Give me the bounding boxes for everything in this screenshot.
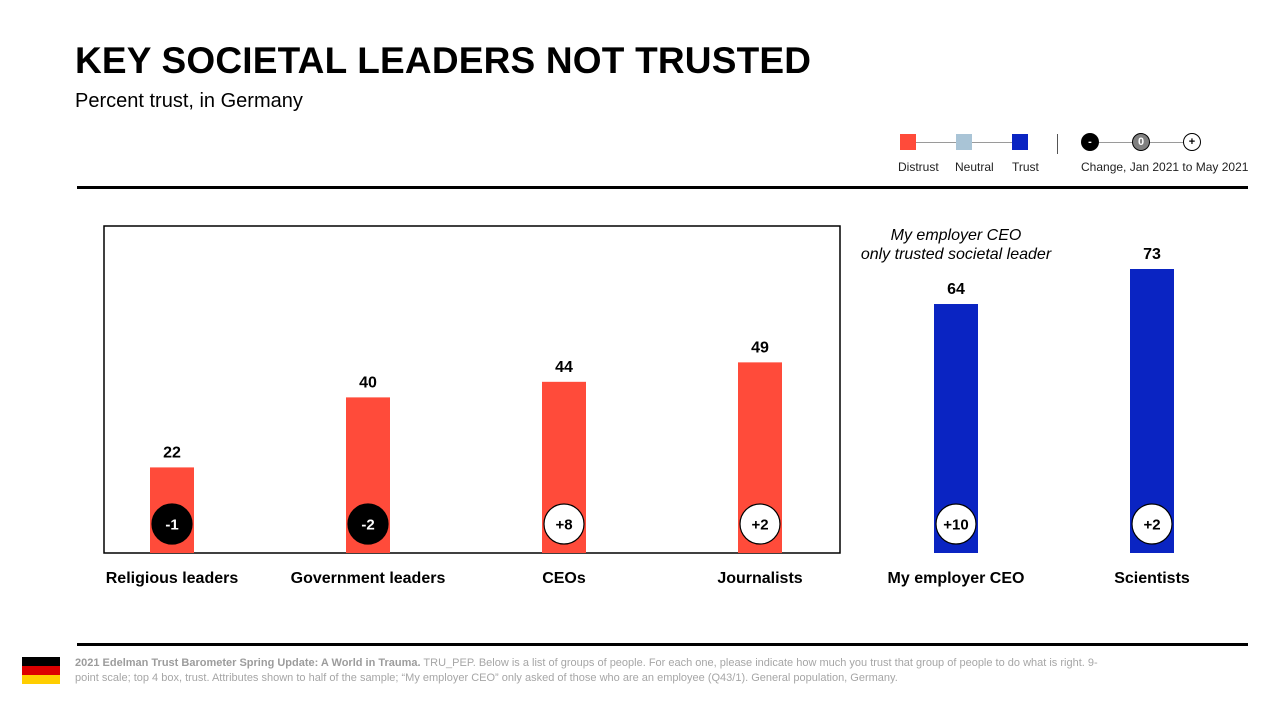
- change-label-my-employer-ceo: +10: [943, 517, 968, 534]
- legend-distrust-swatch: [900, 134, 916, 150]
- page-title: KEY SOCIETAL LEADERS NOT TRUSTED: [75, 40, 812, 81]
- header-divider: [77, 186, 1248, 189]
- change-circle-journalists: [739, 503, 781, 545]
- category-label-my-employer-ceo: My employer CEO: [888, 570, 1025, 587]
- source-footnote: 2021 Edelman Trust Barometer Spring Upda…: [75, 656, 1115, 686]
- change-label-government-leaders: -2: [361, 517, 374, 534]
- category-label-government-leaders: Government leaders: [291, 570, 446, 587]
- value-label-scientists: 73: [1143, 246, 1161, 263]
- trust-bar-chart: 22 -1 Religious leaders 40 -2 Government lead…: [103, 225, 1190, 587]
- legend: Distrust Neutral Trust - 0 + Change, Jan…: [890, 126, 1270, 182]
- source-details: TRU_PEP. Below is a list of groups of pe…: [75, 657, 1098, 684]
- legend-trust-swatch: [1012, 134, 1028, 150]
- legend-neutral-swatch: [956, 134, 972, 150]
- change-label-ceos: +8: [555, 517, 572, 534]
- page-subtitle: Percent trust, in Germany: [75, 90, 303, 112]
- flag-stripe-gold: [22, 675, 60, 684]
- category-label-religious-leaders: Religious leaders: [106, 570, 239, 587]
- germany-flag-icon: [22, 657, 60, 684]
- change-circle-ceos: [543, 503, 585, 545]
- change-circle-government-leaders: [347, 503, 389, 545]
- annotation-line-1: My employer CEO: [890, 227, 1022, 244]
- change-circle-my-employer-ceo: [935, 503, 977, 545]
- legend-decline-circle: -: [1081, 133, 1099, 151]
- legend-distrust-label: Distrust: [898, 160, 939, 174]
- value-label-journalists: 49: [751, 339, 769, 356]
- footer-divider: [77, 643, 1248, 646]
- annotation-line-2: only trusted societal leader: [860, 246, 1052, 263]
- change-label-scientists: +2: [1143, 517, 1160, 534]
- flag-stripe-black: [22, 657, 60, 666]
- legend-neutral-label: Neutral: [955, 160, 994, 174]
- value-label-ceos: 44: [555, 359, 573, 376]
- legend-increase-circle: +: [1183, 133, 1201, 151]
- source-title: 2021 Edelman Trust Barometer Spring Upda…: [75, 657, 421, 669]
- category-label-ceos: CEOs: [542, 570, 586, 587]
- category-label-journalists: Journalists: [717, 570, 802, 587]
- legend-no-change-circle: 0: [1132, 133, 1150, 151]
- flag-stripe-red: [22, 666, 60, 675]
- employer-ceo-annotation: My employer CEO only trusted societal le…: [846, 226, 1066, 264]
- legend-separator: [1057, 134, 1058, 154]
- change-circle-scientists: [1131, 503, 1173, 545]
- distrust-group-frame: [103, 225, 841, 554]
- change-label-journalists: +2: [751, 517, 768, 534]
- legend-trust-label: Trust: [1012, 160, 1039, 174]
- category-label-scientists: Scientists: [1114, 570, 1190, 587]
- value-label-government-leaders: 40: [359, 374, 377, 391]
- legend-change-label: Change, Jan 2021 to May 2021: [1081, 160, 1249, 174]
- value-label-religious-leaders: 22: [163, 444, 181, 461]
- change-label-religious-leaders: -1: [165, 517, 178, 534]
- value-label-my-employer-ceo: 64: [947, 281, 965, 298]
- change-circle-religious-leaders: [151, 503, 193, 545]
